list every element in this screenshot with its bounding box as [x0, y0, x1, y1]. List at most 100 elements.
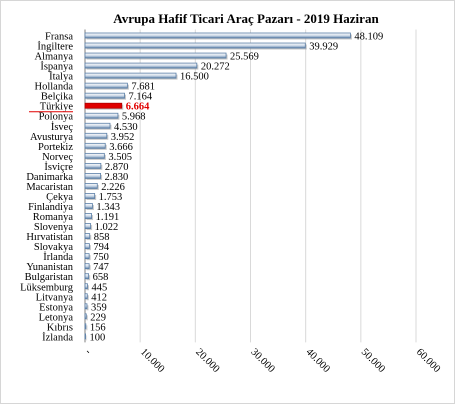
category-label: Türkiye	[40, 102, 74, 113]
bar	[84, 333, 86, 340]
category-label: Romanya	[33, 212, 74, 223]
value-label: 3.505	[108, 152, 132, 163]
value-label: 100	[90, 332, 106, 343]
bar	[84, 313, 87, 320]
category-label: Norveç	[42, 152, 73, 163]
bar	[84, 82, 128, 89]
value-label: 750	[93, 252, 109, 263]
bar	[84, 273, 90, 280]
category-label: Bulgaristan	[25, 272, 74, 283]
value-label: 48.109	[354, 32, 383, 43]
x-tick-label: 60.000	[414, 347, 442, 375]
value-label: 1.343	[96, 202, 120, 213]
category-label: Macaristan	[26, 182, 73, 193]
value-label: 1.191	[96, 212, 120, 223]
category-label: Danimarka	[26, 172, 73, 183]
category-label: İrlanda	[43, 251, 73, 263]
value-label: 794	[93, 242, 110, 253]
bar	[84, 62, 198, 69]
category-label: İsveç	[51, 121, 73, 133]
x-tick-label: -	[83, 347, 94, 358]
bar	[84, 323, 87, 330]
value-label: 412	[91, 292, 107, 303]
value-label: 229	[90, 312, 106, 323]
value-label: 6.664	[126, 102, 150, 113]
bar	[84, 52, 227, 59]
value-label: 747	[93, 262, 109, 273]
gridlines	[84, 29, 417, 343]
value-label: 3.666	[109, 142, 133, 153]
category-label: Estonya	[39, 302, 73, 313]
value-label: 1.753	[99, 192, 123, 203]
category-label: Avusturya	[30, 132, 73, 143]
x-tick-label: 40.000	[304, 347, 332, 375]
category-label: Portekiz	[38, 142, 73, 153]
bars	[84, 32, 352, 341]
bar	[84, 102, 123, 109]
bar	[84, 72, 177, 79]
category-label: Hollanda	[35, 82, 74, 93]
bar	[84, 132, 108, 139]
category-label: Almanya	[35, 52, 74, 63]
category-label: Letonya	[39, 312, 74, 323]
bar	[84, 213, 92, 219]
value-label: 25.569	[230, 52, 259, 63]
value-label: 2.226	[101, 182, 125, 193]
bar-shadow	[86, 335, 88, 341]
x-axis-ticks: - 10.000 20.000 30.000 40.000 50.000 60.000	[83, 347, 442, 375]
category-label: İsviçre	[44, 161, 73, 173]
category-label: İtalya	[49, 71, 73, 83]
category-label: İngiltere	[37, 41, 73, 53]
value-label: 658	[93, 272, 109, 283]
value-label: 16.500	[180, 72, 209, 83]
value-label: 2.870	[105, 162, 129, 173]
bar	[84, 243, 90, 250]
category-label: Polonya	[39, 112, 74, 123]
category-label: Slovenya	[34, 222, 73, 233]
category-label: Çekya	[46, 192, 73, 203]
category-label: İzlanda	[42, 331, 73, 343]
value-label: 858	[94, 232, 110, 243]
value-label: 5.968	[122, 112, 146, 123]
bar	[84, 183, 98, 189]
x-tick-label: 30.000	[248, 347, 276, 375]
bar	[84, 303, 88, 310]
category-label: Slovakya	[34, 242, 73, 253]
bar	[84, 32, 351, 39]
x-tick-label: 10.000	[138, 347, 166, 375]
bar	[84, 223, 92, 229]
bar	[84, 233, 91, 240]
value-label: 7.681	[131, 82, 155, 93]
category-label: Litvanya	[36, 292, 74, 303]
value-label: 359	[91, 302, 107, 313]
bar	[84, 122, 111, 129]
bar	[84, 152, 105, 159]
value-label: 3.952	[111, 132, 135, 143]
category-label: Kıbrıs	[47, 322, 73, 333]
bar	[84, 293, 88, 300]
bar	[84, 173, 102, 179]
value-label: 20.272	[201, 62, 230, 73]
value-label: 39.929	[309, 42, 338, 53]
value-label: 445	[91, 282, 107, 293]
category-label: Fransa	[45, 32, 73, 43]
bar	[84, 193, 96, 199]
value-label: 2.830	[105, 172, 129, 183]
bar-shadow	[86, 325, 88, 331]
x-tick-label: 20.000	[193, 347, 221, 375]
category-label: İspanya	[40, 61, 73, 73]
value-label: 7.164	[129, 92, 153, 103]
category-label: Yunanistan	[26, 262, 73, 273]
chart-title: Avrupa Hafif Ticari Araç Pazarı - 2019 H…	[113, 11, 379, 26]
value-label: 4.530	[114, 122, 138, 133]
bar-shadow	[86, 305, 89, 311]
category-label: Hırvatistan	[26, 232, 73, 243]
value-label: 1.022	[95, 222, 119, 233]
category-label: Lüksemburg	[20, 282, 74, 293]
bar	[84, 92, 125, 99]
bar	[84, 162, 102, 169]
bar	[84, 253, 90, 260]
